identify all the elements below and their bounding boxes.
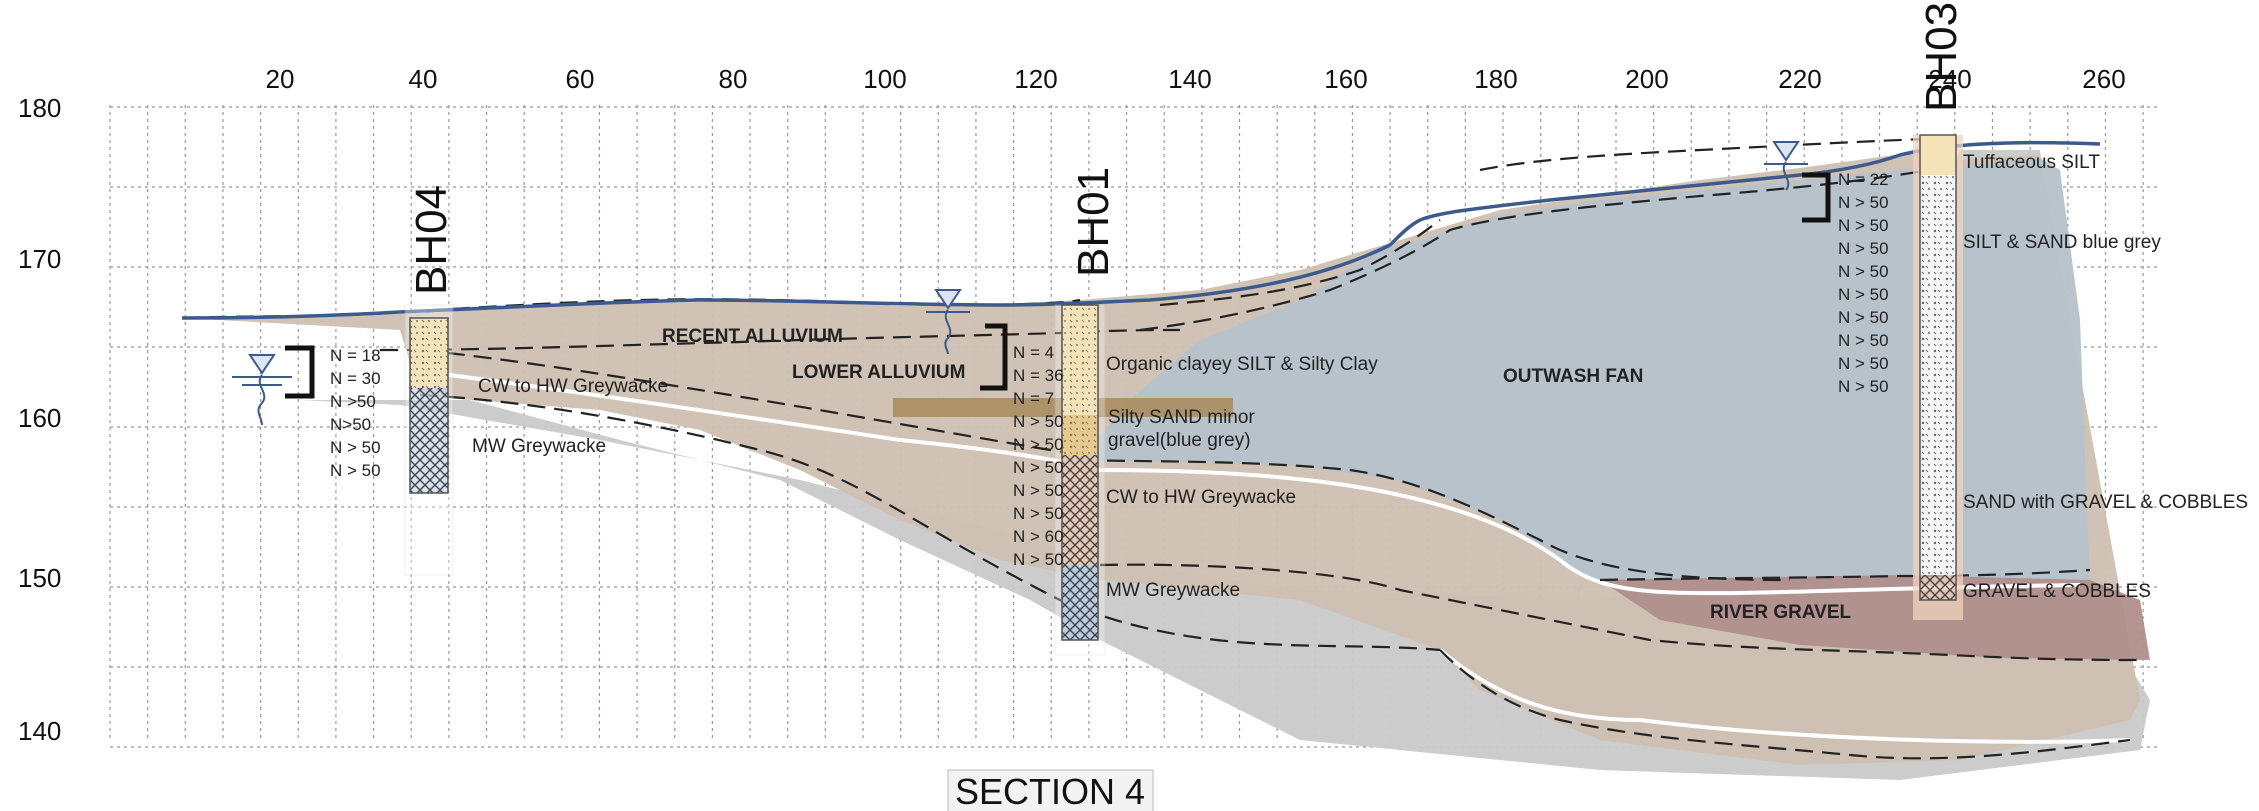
spt-value: N > 50 xyxy=(1838,308,1889,327)
unit-label-recent-alluvium: RECENT ALLUVIUM xyxy=(662,326,843,347)
y-tick-label: 160 xyxy=(18,403,61,433)
borehole-bh04-column xyxy=(404,304,454,576)
ground-surface-line xyxy=(181,140,2101,320)
spt-value: N = 30 xyxy=(330,369,381,388)
spt-value: N >50 xyxy=(330,392,376,411)
groundwater-level-icon xyxy=(232,141,1808,426)
spt-value: N > 50 xyxy=(1013,412,1064,431)
bh01-description: CW to HW Greywacke xyxy=(1106,487,1296,508)
spt-value: N > 50 xyxy=(1013,481,1064,500)
spt-value: N > 50 xyxy=(1838,354,1889,373)
spt-values-bh03: N = 22 N > 50 N > 50 N > 50 N > 50 N > 50 N > … xyxy=(1838,170,1889,396)
x-tick-label: 100 xyxy=(863,64,906,94)
x-tick-label: 20 xyxy=(266,64,295,94)
spt-value: N > 50 xyxy=(1838,239,1889,258)
spt-value: N > 50 xyxy=(1838,377,1889,396)
bh01-description: MW Greywacke xyxy=(1106,580,1240,601)
spt-value: N = 36 xyxy=(1013,366,1064,385)
x-tick-label: 240 xyxy=(1928,64,1971,94)
bh01-description: gravel(blue grey) xyxy=(1108,430,1251,451)
x-tick-label: 80 xyxy=(719,64,748,94)
spt-value: N > 50 xyxy=(1013,458,1064,477)
spt-value: N > 50 xyxy=(1838,285,1889,304)
y-axis-ticks: 180 170 160 150 140 xyxy=(18,93,61,746)
spt-value: N>50 xyxy=(330,415,371,434)
spt-value: N = 18 xyxy=(330,346,381,365)
bh04-description: CW to HW Greywacke xyxy=(478,376,668,397)
spt-value: N > 50 xyxy=(330,438,381,457)
x-tick-label: 220 xyxy=(1778,64,1821,94)
spt-value: N = 22 xyxy=(1838,170,1889,189)
bh03-description: GRAVEL & COBBLES xyxy=(1963,581,2151,602)
bh03-description: SILT & SAND blue grey xyxy=(1963,232,2161,253)
y-tick-label: 140 xyxy=(18,716,61,746)
unit-label-outwash-fan: OUTWASH FAN xyxy=(1503,366,1643,387)
y-tick-label: 180 xyxy=(18,93,61,123)
x-tick-label: 160 xyxy=(1324,64,1367,94)
boundary-line-white-lower xyxy=(1099,468,2081,596)
unit-label-river-gravel: RIVER GRAVEL xyxy=(1710,602,1852,623)
x-tick-label: 180 xyxy=(1474,64,1517,94)
borehole-id-bh01: BH01 xyxy=(1069,167,1118,277)
x-tick-label: 260 xyxy=(2082,64,2125,94)
interpreted-boundaries xyxy=(181,136,2141,760)
bh04-description: MW Greywacke xyxy=(472,436,606,457)
spt-value: N = 4 xyxy=(1013,343,1054,362)
section-title: SECTION 4 xyxy=(955,771,1145,811)
y-tick-label: 150 xyxy=(18,563,61,593)
x-tick-label: 60 xyxy=(566,64,595,94)
boundary-line-white-base xyxy=(1438,648,2131,744)
bh01-description: Organic clayey SILT & Silty Clay xyxy=(1106,354,1378,375)
borehole-id-bh03: BH03 xyxy=(1917,2,1966,112)
borehole-id-bh04: BH04 xyxy=(407,185,456,295)
x-tick-label: 140 xyxy=(1168,64,1211,94)
bh01-description: Silty SAND minor xyxy=(1108,407,1255,428)
spt-value: N > 50 xyxy=(1838,216,1889,235)
x-axis-ticks: 20 40 60 80 100 120 140 160 180 200 220 240 260 xyxy=(266,64,2126,94)
y-tick-label: 170 xyxy=(18,244,61,274)
spt-value: N > 50 xyxy=(1013,504,1064,523)
bh03-description: SAND with GRAVEL & COBBLES xyxy=(1963,492,2248,513)
bracket-icon xyxy=(285,172,1831,399)
spt-value: N > 50 xyxy=(1013,550,1064,569)
spt-value: N > 60 xyxy=(1013,527,1064,546)
x-tick-label: 200 xyxy=(1625,64,1668,94)
spt-value: N = 7 xyxy=(1013,389,1054,408)
spt-values-bh04: N = 18 N = 30 N >50 N>50 N > 50 N > 50 xyxy=(330,346,381,480)
borehole-bh03-column xyxy=(1913,134,1963,620)
river-gravel-zone xyxy=(1600,575,2150,660)
outwash-fan-zone xyxy=(1080,158,2090,590)
bh03-description: Tuffaceous SILT xyxy=(1963,152,2100,173)
unit-label-lower-alluvium: LOWER ALLUVIUM xyxy=(792,362,965,383)
boundary-line-white-upper xyxy=(329,358,1101,472)
section-title-box xyxy=(947,769,1154,811)
spt-values-bh01: N = 4 N = 36 N = 7 N > 50 N > 50 N > 50 N > 50… xyxy=(1013,343,1064,569)
spt-value: N > 50 xyxy=(1838,262,1889,281)
spt-value: N > 50 xyxy=(1838,331,1889,350)
borehole-bh01-column xyxy=(1054,304,1106,656)
spt-value: N > 50 xyxy=(330,461,381,480)
x-tick-label: 120 xyxy=(1014,64,1057,94)
x-tick-label: 40 xyxy=(409,64,438,94)
spt-value: N > 50 xyxy=(1013,435,1064,454)
spt-value: N > 50 xyxy=(1838,193,1889,212)
